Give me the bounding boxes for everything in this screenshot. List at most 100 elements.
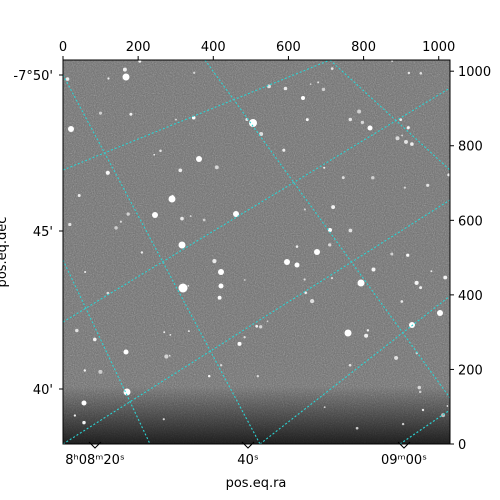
grid-line <box>63 259 151 444</box>
star <box>399 118 403 121</box>
star <box>418 390 422 394</box>
bright-star <box>196 156 202 162</box>
bright-star <box>122 73 130 81</box>
bright-star <box>168 195 176 203</box>
star <box>73 414 77 417</box>
bright-star <box>249 119 257 127</box>
ra-axis: 8ʰ08ᵐ20ˢ 40ˢ 09ᵐ00ˢ <box>65 441 427 468</box>
bright-star <box>178 283 188 293</box>
star <box>401 134 404 137</box>
star <box>138 60 142 63</box>
ra-tick-label: 09ᵐ00ˢ <box>381 453 427 468</box>
right-tick-label: 200 <box>458 363 483 378</box>
star <box>255 324 259 328</box>
star <box>430 270 433 273</box>
star <box>107 77 110 80</box>
x-axis-title: pos.eq.ra <box>226 476 287 491</box>
bright-star <box>123 349 129 355</box>
star <box>98 111 103 115</box>
star <box>404 139 408 144</box>
star <box>98 369 103 374</box>
star <box>414 280 419 285</box>
y-axis-title: pos.eq.dec <box>0 217 10 288</box>
star <box>282 148 286 152</box>
star <box>174 118 177 121</box>
right-tick-label: 1000 <box>458 65 491 80</box>
star <box>417 385 422 390</box>
star <box>305 118 309 122</box>
bright-star <box>233 211 239 217</box>
stars-layer <box>65 60 450 430</box>
image-bottom-shade <box>63 60 450 444</box>
grid-line <box>204 60 450 399</box>
star <box>366 329 370 332</box>
star <box>323 166 326 169</box>
right-tick-label: 400 <box>458 289 483 304</box>
bright-star <box>218 269 224 275</box>
star <box>395 136 400 141</box>
star <box>105 170 110 175</box>
top-tick-label: 0 <box>59 40 67 55</box>
star <box>207 374 211 378</box>
star <box>162 418 165 421</box>
star <box>122 67 127 72</box>
star <box>259 132 264 136</box>
star <box>443 275 448 280</box>
top-pixel-axis: 0 200 400 600 800 1000 <box>59 40 455 60</box>
star <box>283 86 288 91</box>
star <box>348 228 353 233</box>
star <box>187 330 190 333</box>
bright-star <box>81 400 87 406</box>
ra-tick-mark <box>397 441 411 449</box>
bright-star <box>123 388 131 396</box>
bright-star <box>178 241 186 249</box>
star <box>68 222 72 227</box>
star <box>169 334 172 336</box>
star <box>243 336 246 339</box>
star <box>219 364 223 367</box>
star <box>129 112 133 116</box>
star <box>371 175 375 180</box>
star <box>106 291 110 295</box>
ra-tick-label: 8ʰ08ᵐ20ˢ <box>65 453 125 468</box>
star <box>391 60 394 62</box>
right-tick-label: 600 <box>458 214 483 229</box>
bright-star <box>344 329 352 337</box>
top-tick-label: 400 <box>201 40 226 55</box>
star <box>92 337 97 342</box>
star <box>126 212 130 216</box>
sky-image <box>63 60 450 444</box>
star <box>303 278 306 281</box>
grid-line <box>329 60 450 171</box>
right-pixel-axis: 0 200 400 600 800 1000 <box>450 65 491 453</box>
star <box>303 208 306 211</box>
star <box>400 300 404 303</box>
star <box>217 295 222 300</box>
dec-axis: -7°50' 45' 40' <box>13 69 63 398</box>
bright-star <box>367 125 373 131</box>
star <box>189 215 192 218</box>
top-tick-label: 800 <box>351 40 376 55</box>
star <box>119 220 122 223</box>
bright-star <box>218 283 224 289</box>
star <box>371 267 376 272</box>
star <box>310 299 315 304</box>
star <box>193 71 196 74</box>
star <box>330 276 334 280</box>
star <box>187 284 190 287</box>
star <box>309 83 312 85</box>
star <box>163 331 166 333</box>
star <box>65 77 70 81</box>
star <box>401 422 405 426</box>
star <box>323 406 326 409</box>
dec-tick-label: 45' <box>33 225 53 240</box>
top-tick-label: 200 <box>126 40 151 55</box>
star <box>77 194 81 197</box>
top-tick-label: 600 <box>276 40 301 55</box>
star <box>237 341 242 346</box>
star <box>355 426 359 430</box>
bright-star <box>301 96 305 100</box>
star <box>180 216 184 221</box>
star <box>419 286 423 290</box>
right-tick-label: 0 <box>458 438 466 453</box>
